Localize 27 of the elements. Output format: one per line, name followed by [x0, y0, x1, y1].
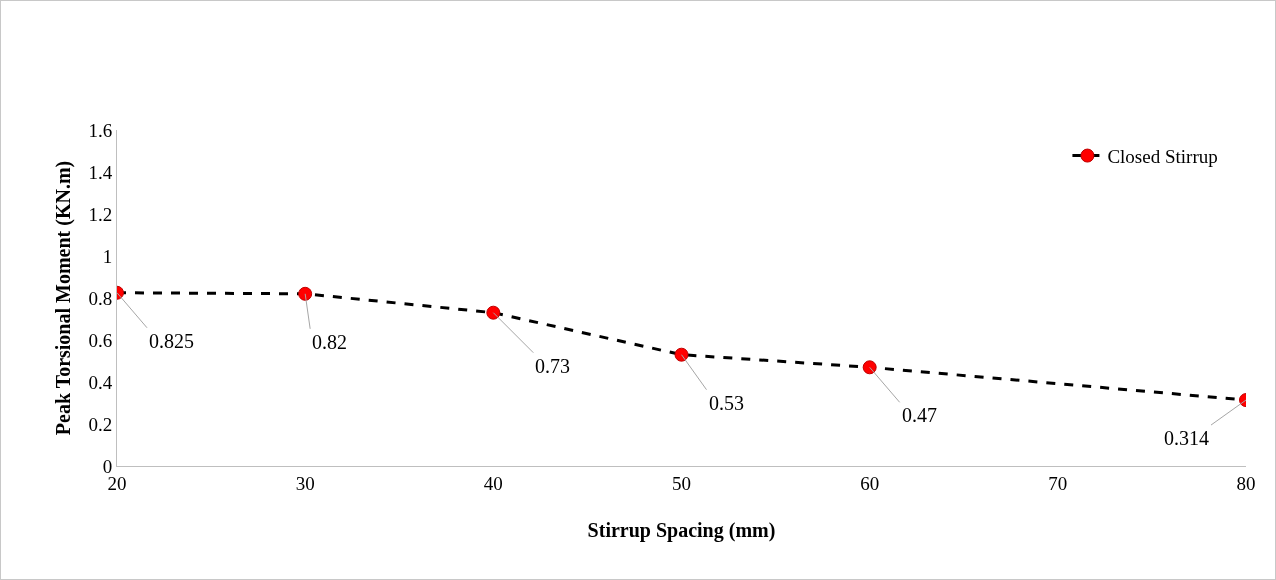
y-tick-label: 0.6 [88, 329, 113, 351]
x-tick-label: 60 [860, 472, 880, 494]
x-tick-label: 80 [1236, 472, 1256, 494]
legend-label: Closed Stirrup [1107, 145, 1218, 167]
point [486, 305, 501, 320]
y-tick-label: 0.2 [88, 413, 113, 435]
y-axis-title: Peak Torsional Moment (KN.m) [51, 160, 75, 436]
y-tick-label: 1.2 [88, 203, 113, 225]
point [298, 286, 313, 301]
data-label: 0.314 [1164, 427, 1209, 449]
x-tick-label: 70 [1048, 472, 1068, 494]
point [674, 347, 689, 362]
x-tick-label: 30 [295, 472, 315, 494]
data-label: 0.825 [149, 330, 194, 352]
x-axis-title: Stirrup Spacing (mm) [587, 519, 776, 543]
data-label: 0.47 [902, 404, 937, 426]
x-tick-label: 40 [483, 472, 503, 494]
x-tick-label: 50 [672, 472, 691, 494]
y-tick-label: 1.4 [88, 161, 113, 183]
data-label: 0.53 [709, 392, 744, 414]
y-tick-label: 1.6 [88, 119, 113, 141]
point [862, 360, 877, 375]
y-tick-label: 0.8 [88, 287, 113, 309]
y-tick-label: 1 [102, 245, 113, 267]
data-label: 0.82 [312, 331, 347, 353]
y-tick-label: 0.4 [88, 371, 113, 393]
data-label: 0.73 [535, 355, 570, 377]
